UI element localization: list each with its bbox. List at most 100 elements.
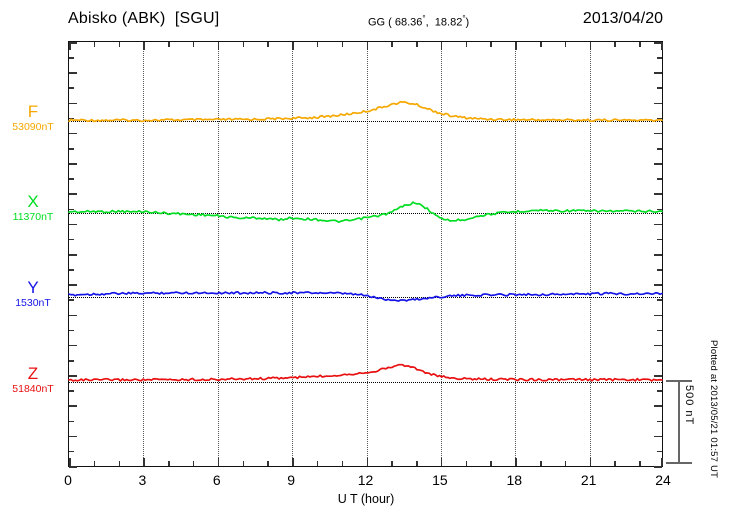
x-tick-top-7 <box>242 42 245 47</box>
x-tick-top-8 <box>267 42 269 47</box>
y-tick-right-24 <box>654 405 662 407</box>
y-tick-right-26 <box>654 435 662 438</box>
x-axis-label-3: 3 <box>138 472 147 488</box>
scale-bar-bottom-cap <box>666 462 692 464</box>
y-tick-left-17 <box>69 299 74 301</box>
y-tick-right-0 <box>654 42 662 44</box>
x-tick-bottom-11 <box>341 461 344 466</box>
y-tick-left-5 <box>69 117 74 120</box>
x-tick-bottom-18 <box>515 458 517 466</box>
geographic-coordinates: GG ( 68.36°, 18.82°) <box>368 14 469 29</box>
x-tick-top-5 <box>192 42 195 47</box>
x-tick-bottom-17 <box>490 461 492 466</box>
component-letter-x: X <box>27 192 39 211</box>
y-tick-left-7 <box>69 148 74 150</box>
y-tick-left-1 <box>69 57 74 59</box>
baseline-x <box>69 213 662 214</box>
y-tick-left-13 <box>69 238 74 241</box>
observation-date: 2013/04/20 <box>582 10 663 27</box>
baseline-z <box>69 382 662 383</box>
y-tick-right-15 <box>657 269 662 271</box>
gridline-hour-6 <box>217 42 219 466</box>
y-tick-left-22 <box>69 375 77 377</box>
y-tick-right-10 <box>654 193 662 195</box>
x-tick-bottom-3 <box>143 458 145 466</box>
gridline-hour-12 <box>366 42 368 466</box>
component-value-x: 11370nT <box>12 210 54 223</box>
y-tick-left-20 <box>69 344 77 347</box>
baseline-f <box>69 121 662 122</box>
x-tick-bottom-13 <box>391 461 393 466</box>
y-tick-right-16 <box>654 284 662 286</box>
component-letter-f: F <box>27 102 39 121</box>
y-tick-right-2 <box>654 72 662 74</box>
x-tick-bottom-12 <box>366 458 368 466</box>
x-tick-top-18 <box>515 42 517 50</box>
station-title: Abisko (ABK) [SGU] <box>68 10 220 27</box>
x-tick-top-19 <box>540 42 542 47</box>
x-axis-label-15: 15 <box>432 472 448 488</box>
x-axis-label-9: 9 <box>287 472 296 488</box>
x-tick-bottom-4 <box>168 461 170 466</box>
coords-lat-prefix: GG ( 68.36 <box>368 16 423 29</box>
y-tick-left-21 <box>69 360 74 362</box>
y-tick-right-28 <box>654 466 662 468</box>
component-value-y: 1530nT <box>15 296 51 309</box>
y-tick-left-24 <box>69 405 77 407</box>
plotted-at-timestamp: Plotted at 2013/05/21 01:57 UT <box>708 340 719 479</box>
y-tick-right-9 <box>657 178 662 180</box>
y-tick-left-19 <box>69 329 74 332</box>
x-tick-bottom-1 <box>93 461 96 466</box>
scale-bar-top-cap <box>666 380 692 382</box>
y-tick-right-5 <box>657 117 662 120</box>
x-tick-top-21 <box>589 42 592 50</box>
x-axis-title: U T (hour) <box>337 492 395 506</box>
x-tick-bottom-10 <box>316 461 319 466</box>
x-axis-label-24: 24 <box>655 472 671 488</box>
component-letter-y: Y <box>27 278 39 297</box>
degree-symbol-lat: ° <box>422 14 426 23</box>
y-tick-left-26 <box>69 435 77 438</box>
trace-x <box>68 201 663 224</box>
x-tick-bottom-5 <box>192 461 195 466</box>
x-axis-label-6: 6 <box>212 472 221 488</box>
y-tick-left-12 <box>69 223 77 226</box>
y-tick-right-4 <box>654 102 662 105</box>
y-tick-right-19 <box>657 329 662 332</box>
y-tick-left-10 <box>69 193 77 195</box>
x-tick-bottom-19 <box>540 461 542 466</box>
x-axis-label-21: 21 <box>580 472 597 488</box>
x-tick-top-16 <box>465 42 468 47</box>
x-tick-top-1 <box>93 42 96 47</box>
y-tick-right-27 <box>657 450 662 453</box>
trace-f <box>68 100 663 123</box>
degree-symbol-lon: ° <box>462 14 466 23</box>
x-tick-top-3 <box>143 42 145 50</box>
x-tick-top-20 <box>564 42 567 47</box>
x-tick-top-12 <box>366 42 368 50</box>
component-value-z: 51840nT <box>12 382 54 395</box>
x-tick-top-13 <box>391 42 393 47</box>
y-tick-left-23 <box>69 390 74 392</box>
coords-lon-mid: , 18.82 <box>425 16 463 29</box>
y-tick-right-22 <box>654 375 662 377</box>
y-tick-right-14 <box>654 254 662 256</box>
x-tick-bottom-16 <box>465 461 468 466</box>
x-axis-label-18: 18 <box>506 472 523 488</box>
scale-bar-label: 500 nT <box>683 385 695 426</box>
x-tick-bottom-14 <box>416 461 418 466</box>
x-tick-top-14 <box>416 42 418 47</box>
trace-z <box>68 363 663 382</box>
x-tick-bottom-0 <box>69 458 71 466</box>
x-tick-bottom-22 <box>614 461 616 466</box>
x-tick-bottom-23 <box>639 461 641 466</box>
coords-suffix: ) <box>465 16 470 29</box>
component-label-f: F 53090nT <box>0 103 66 133</box>
y-tick-right-3 <box>657 87 662 89</box>
gridline-hour-18 <box>515 42 517 466</box>
baseline-y <box>69 297 662 298</box>
component-label-z: Z 51840nT <box>0 365 66 395</box>
y-tick-left-15 <box>69 269 74 271</box>
y-tick-right-13 <box>657 238 662 241</box>
